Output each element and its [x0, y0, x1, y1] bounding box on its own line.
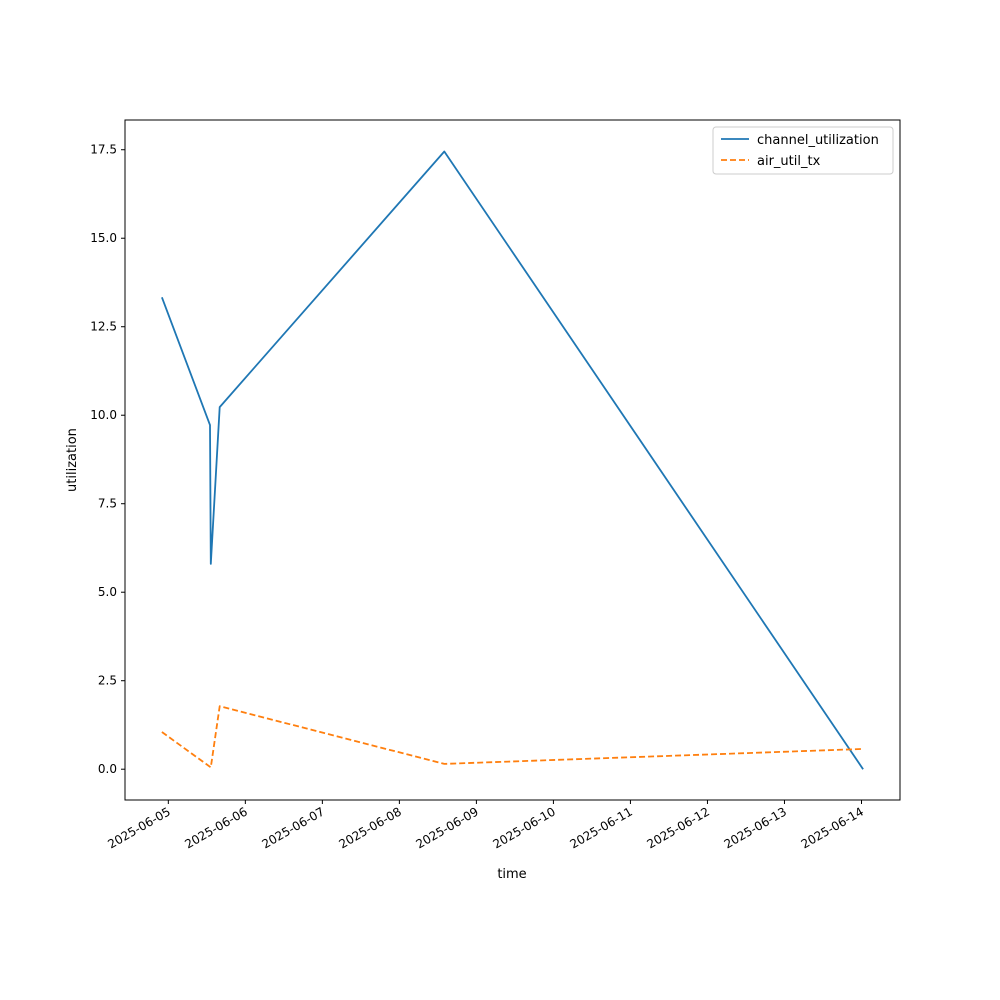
y-axis-label: utilization — [65, 428, 80, 492]
y-tick-label: 17.5 — [90, 143, 117, 157]
plot-frame — [124, 119, 901, 801]
plot-area — [125, 120, 900, 800]
x-tick-label: 2025-06-12 — [645, 804, 712, 851]
series-line-channel-utilization — [161, 150, 864, 770]
y-tick-label: 7.5 — [98, 497, 117, 511]
x-tick-label: 2025-06-08 — [336, 804, 403, 851]
legend-label: channel_utilization — [757, 133, 879, 148]
y-tick-label: 5.0 — [98, 585, 117, 599]
y-tick-label: 15.0 — [90, 231, 117, 245]
legend-label: air_util_tx — [757, 154, 821, 169]
x-tick-label: 2025-06-09 — [413, 804, 480, 851]
series-lines — [161, 150, 864, 770]
y-tick-label: 0.0 — [98, 762, 117, 776]
y-tick-label: 12.5 — [90, 320, 117, 334]
x-axis-label: time — [497, 867, 526, 882]
y-axis-ticks: 0.0 2.5 5.0 7.5 10.0 12.5 15.0 17.5 — [90, 143, 125, 776]
y-tick-label: 2.5 — [98, 674, 117, 688]
legend: channel_utilization air_util_tx — [712, 126, 894, 175]
x-tick-label: 2025-06-10 — [491, 804, 558, 851]
x-tick-label: 2025-06-13 — [722, 804, 789, 851]
legend-box — [712, 126, 894, 175]
x-tick-label: 2025-06-07 — [259, 804, 326, 851]
x-axis-ticks: 2025-06-05 2025-06-06 2025-06-07 2025-06-08… — [105, 800, 866, 851]
x-tick-label: 2025-06-11 — [568, 804, 635, 851]
x-tick-label: 2025-06-05 — [105, 804, 172, 851]
series-line-air-util-tx — [161, 705, 862, 769]
y-tick-label: 10.0 — [90, 408, 117, 422]
x-tick-label: 2025-06-14 — [799, 804, 866, 851]
x-tick-label: 2025-06-06 — [182, 804, 249, 851]
